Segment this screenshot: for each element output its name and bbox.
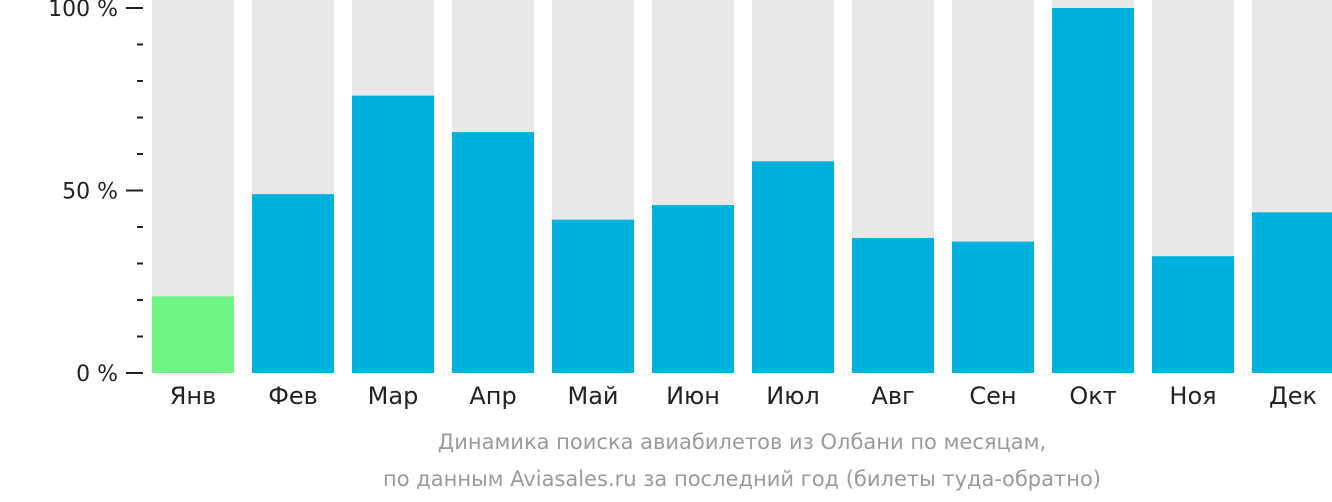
x-category-label: Мар	[368, 382, 419, 410]
x-category-label: Фев	[268, 382, 318, 410]
x-category-label: Ноя	[1169, 382, 1216, 410]
x-category-label: Янв	[170, 382, 217, 410]
bar	[452, 132, 534, 373]
x-category-label: Апр	[469, 382, 516, 410]
bar	[652, 205, 734, 373]
x-category-label: Июн	[666, 382, 720, 410]
x-category-label: Дек	[1269, 382, 1317, 410]
bar	[552, 219, 634, 373]
bar	[252, 194, 334, 373]
x-category-label: Май	[567, 382, 618, 410]
y-tick-label: 50 %	[62, 180, 118, 205]
x-axis-labels: Янв Фев Мар Апр Май Июн Июл Авг Сен Окт Ноя Дек	[170, 382, 1317, 410]
y-tick-label: 100 %	[48, 0, 118, 22]
y-axis: 0 % 50 % 100 %	[48, 0, 143, 387]
x-category-label: Сен	[969, 382, 1016, 410]
bar	[952, 241, 1034, 373]
x-category-label: Июл	[766, 382, 820, 410]
bar	[1052, 8, 1134, 373]
bar	[852, 237, 934, 373]
bar	[352, 95, 434, 373]
bar	[1152, 256, 1234, 373]
x-category-label: Окт	[1069, 382, 1116, 410]
bars	[152, 0, 1332, 373]
chart-caption-line-1: Динамика поиска авиабилетов из Олбани по…	[437, 430, 1047, 454]
bar	[152, 296, 234, 373]
bar	[752, 161, 834, 373]
chart-caption-line-2: по данным Aviasales.ru за последний год …	[383, 467, 1101, 491]
bar-chart: 0 % 50 % 100 % Янв Фев Мар Апр Май Июн Июл Авг Сен…	[48, 0, 1332, 410]
y-tick-label: 0 %	[76, 362, 118, 387]
x-category-label: Авг	[871, 382, 914, 410]
bar	[1252, 212, 1332, 373]
